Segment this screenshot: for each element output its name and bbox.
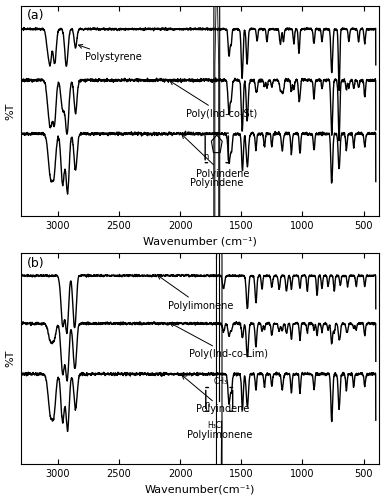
Text: CH₃: CH₃ (213, 376, 228, 386)
Text: Polystyrene: Polystyrene (79, 44, 141, 62)
Text: Polyindene: Polyindene (182, 134, 249, 178)
Text: Poly(Ind-co-St): Poly(Ind-co-St) (170, 81, 258, 119)
Text: (b): (b) (27, 256, 44, 270)
Text: Polylimonene: Polylimonene (158, 276, 233, 310)
Y-axis label: %T: %T (5, 102, 15, 120)
Y-axis label: %T: %T (5, 350, 15, 368)
Text: (a): (a) (27, 8, 44, 22)
X-axis label: Wavenumber (cm⁻¹): Wavenumber (cm⁻¹) (143, 236, 257, 246)
Text: Polyindene: Polyindene (190, 178, 243, 188)
Text: n: n (204, 400, 209, 409)
Text: Polylimonene: Polylimonene (187, 430, 252, 440)
Text: H₃C: H₃C (207, 422, 221, 430)
Text: Polyindene: Polyindene (182, 376, 249, 414)
Text: Poly(Ind-co-Lim): Poly(Ind-co-Lim) (170, 323, 268, 360)
X-axis label: Wavenumber(cm⁻¹): Wavenumber(cm⁻¹) (145, 484, 256, 494)
Text: n: n (203, 152, 209, 161)
